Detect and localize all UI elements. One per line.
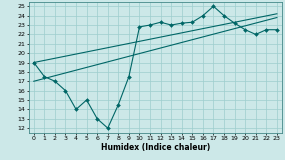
X-axis label: Humidex (Indice chaleur): Humidex (Indice chaleur) [101, 143, 210, 152]
